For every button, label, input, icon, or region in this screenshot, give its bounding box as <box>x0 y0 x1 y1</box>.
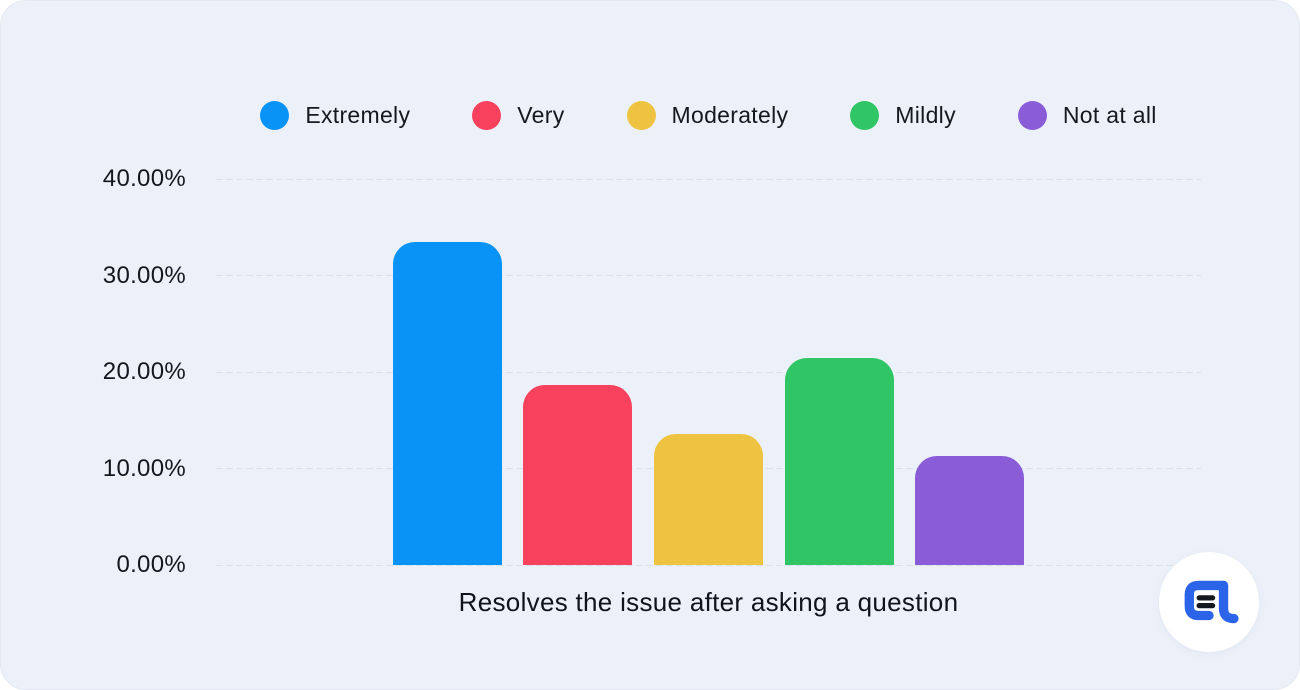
legend-item-very[interactable]: Very <box>472 100 565 130</box>
gridline-40 <box>216 178 1201 180</box>
legend-swatch-icon <box>472 100 502 130</box>
legend-label: Extremely <box>305 101 411 128</box>
y-tick-label: 10.00% <box>102 454 186 482</box>
legend-item-extremely[interactable]: Extremely <box>260 100 411 130</box>
gridline-20 <box>216 371 1201 373</box>
logo-badge <box>1159 552 1259 652</box>
legend-label: Not at all <box>1062 101 1157 128</box>
legend-item-mildly[interactable]: Mildly <box>850 100 956 130</box>
y-tick-label: 40.00% <box>102 165 186 192</box>
legend-label: Mildly <box>895 101 956 128</box>
y-tick-label: 0.00% <box>116 551 186 578</box>
legend-item-not-at-all[interactable]: Not at all <box>1017 100 1157 130</box>
bar-extremely[interactable] <box>392 241 502 565</box>
logo-a-bowl <box>1184 580 1229 621</box>
bar-mildly[interactable] <box>784 357 894 565</box>
legend-label: Very <box>517 101 565 128</box>
legend-swatch-icon <box>260 100 290 130</box>
logo-text-line-top <box>1196 595 1216 601</box>
bar-very[interactable] <box>523 384 633 565</box>
legend-label: Moderately <box>671 101 789 128</box>
x-axis-label: Resolves the issue after asking a questi… <box>458 587 959 617</box>
legend-swatch-icon <box>850 100 880 130</box>
gridline-0 <box>216 564 1201 566</box>
legend-swatch-icon <box>1017 100 1047 130</box>
y-tick-label: 20.00% <box>102 358 186 385</box>
chart-legend: Extremely Very Moderately Mildly Not at all <box>216 95 1201 135</box>
chat-a-logo-icon <box>1184 580 1239 624</box>
y-tick-label: 30.00% <box>102 261 186 289</box>
logo-a-stem <box>1218 580 1239 624</box>
gridline-30 <box>216 275 1201 276</box>
logo-text-line-bottom <box>1196 603 1216 609</box>
bar-moderately[interactable] <box>654 433 763 565</box>
bar-not-at-all[interactable] <box>915 455 1025 565</box>
legend-swatch-icon <box>626 100 656 130</box>
legend-item-moderately[interactable]: Moderately <box>626 100 789 130</box>
